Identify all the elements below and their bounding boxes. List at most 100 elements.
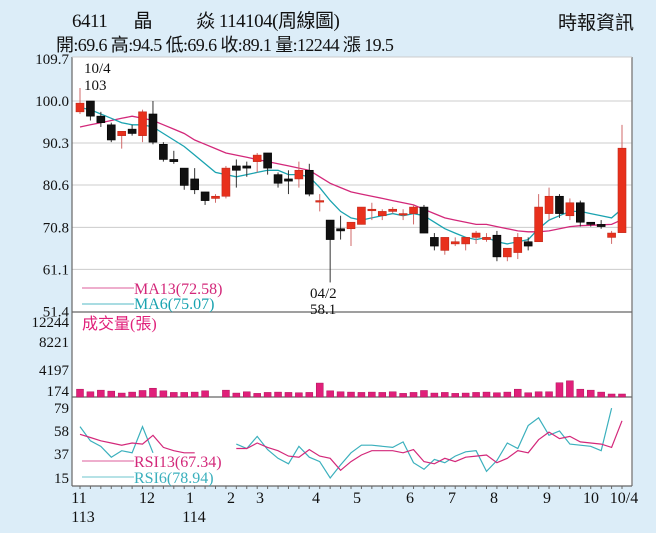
plot-area: [72, 57, 632, 486]
candle-up: [503, 247, 512, 258]
candle-up: [252, 154, 262, 162]
volume-bar: [597, 391, 605, 398]
candle-up: [607, 232, 616, 238]
candle-up: [450, 241, 460, 245]
stock-name-2: 焱: [196, 11, 215, 32]
candle-up: [315, 200, 325, 203]
x-tick-label: 10/4: [610, 490, 638, 507]
x-tick-label: 3: [256, 490, 264, 507]
candle-up: [482, 237, 491, 240]
volume-bar: [472, 392, 480, 398]
rsi6-line: [79, 407, 613, 480]
candle-up: [211, 195, 220, 199]
volume-bar: [441, 392, 449, 398]
volume-bar: [493, 392, 501, 398]
high-date-label: 10/4: [84, 61, 111, 77]
x-tick-label: 4: [312, 490, 320, 507]
candles: [75, 88, 627, 283]
candle-down: [284, 178, 293, 182]
candle-down: [263, 152, 272, 169]
candle-down: [179, 167, 189, 186]
chart-title: 6411 晶 焱 114104(周線圖): [72, 6, 340, 33]
candle-down: [232, 165, 241, 171]
volume-bar: [388, 391, 397, 398]
volume-bar: [274, 391, 282, 398]
x-tick-label: 1: [186, 490, 194, 507]
volume-bar: [117, 392, 126, 398]
x-year-label: 113: [71, 509, 94, 526]
candle-up: [346, 221, 356, 230]
volume-bar: [76, 388, 84, 398]
x-tick-label: 8: [490, 490, 498, 507]
candle-down: [148, 113, 158, 143]
ohlc-summary: 開:69.6 高:94.5 低:69.6 收:89.1 量:12244 漲 19…: [56, 35, 394, 55]
volume-bar: [86, 391, 95, 398]
candle-up: [377, 211, 387, 217]
stock-code: 6411: [72, 11, 108, 32]
volume-bar: [149, 387, 157, 398]
ma13-line: [79, 115, 623, 233]
rsi-tick-label: 58: [54, 424, 69, 440]
volume-bar: [97, 389, 105, 398]
x-tick-label: 6: [406, 490, 414, 507]
price-tick-label: 90.3: [43, 136, 69, 152]
volume-bar: [336, 391, 345, 398]
rsi13-legend: RSI13(67.34): [134, 454, 222, 471]
brand-label: 時報資訊: [557, 13, 634, 34]
rsi13-line: [79, 420, 623, 472]
volume-bar: [524, 392, 532, 398]
volume-tick-label: 12244: [32, 315, 70, 331]
candle-down: [523, 241, 533, 247]
candle-up: [513, 237, 523, 253]
candle-up: [357, 206, 366, 225]
volume-bar: [409, 392, 418, 398]
volume-bar: [284, 392, 293, 398]
candle-down: [159, 144, 168, 160]
stock-name-1: 晶: [133, 11, 153, 32]
volume-bar: [190, 391, 199, 398]
volume-bar: [222, 389, 230, 398]
candle-down: [325, 219, 335, 240]
candle-up: [461, 237, 470, 245]
volume-bar: [201, 390, 209, 398]
candle-up: [388, 208, 397, 212]
volume-bar: [534, 391, 543, 398]
low-date-label: 04/2: [310, 286, 337, 302]
volume-bar: [263, 392, 272, 398]
candle-up: [221, 167, 231, 197]
volume-tick-label: 4197: [39, 363, 70, 379]
candle-down: [242, 165, 252, 169]
candle-down: [596, 224, 606, 227]
x-tick-label: 2: [227, 490, 235, 507]
volume-bar: [461, 392, 470, 398]
volume-tick-label: 174: [47, 384, 70, 400]
chart-period: 114104(周線圖): [218, 11, 340, 32]
price-tick-label: 61.1: [43, 262, 69, 278]
x-tick-label: 5: [353, 490, 361, 507]
volume-bar: [232, 392, 241, 398]
candle-up: [440, 237, 450, 251]
candle-down: [96, 115, 106, 123]
volume-bar: [576, 388, 585, 398]
candle-up: [534, 206, 543, 243]
ma6-legend: MA6(75.07): [134, 296, 214, 313]
high-value-label: 103: [84, 78, 107, 94]
volume-bar: [347, 391, 355, 398]
rsi6-legend: RSI6(78.94): [134, 470, 214, 487]
volume-bar: [368, 391, 376, 398]
candle-down: [492, 234, 502, 258]
volume-bars: [76, 380, 626, 398]
volume-bar: [357, 392, 366, 398]
candle-down: [305, 169, 314, 195]
volume-bar: [107, 390, 116, 398]
volume-bar: [607, 393, 616, 398]
candle-down: [273, 174, 283, 184]
candle-down: [576, 202, 585, 223]
volume-bar: [420, 390, 428, 398]
volume-bar: [545, 391, 553, 398]
candle-up: [75, 102, 85, 113]
x-year-label: 114: [182, 509, 205, 526]
volume-bar: [618, 393, 626, 398]
volume-bar: [159, 390, 168, 398]
